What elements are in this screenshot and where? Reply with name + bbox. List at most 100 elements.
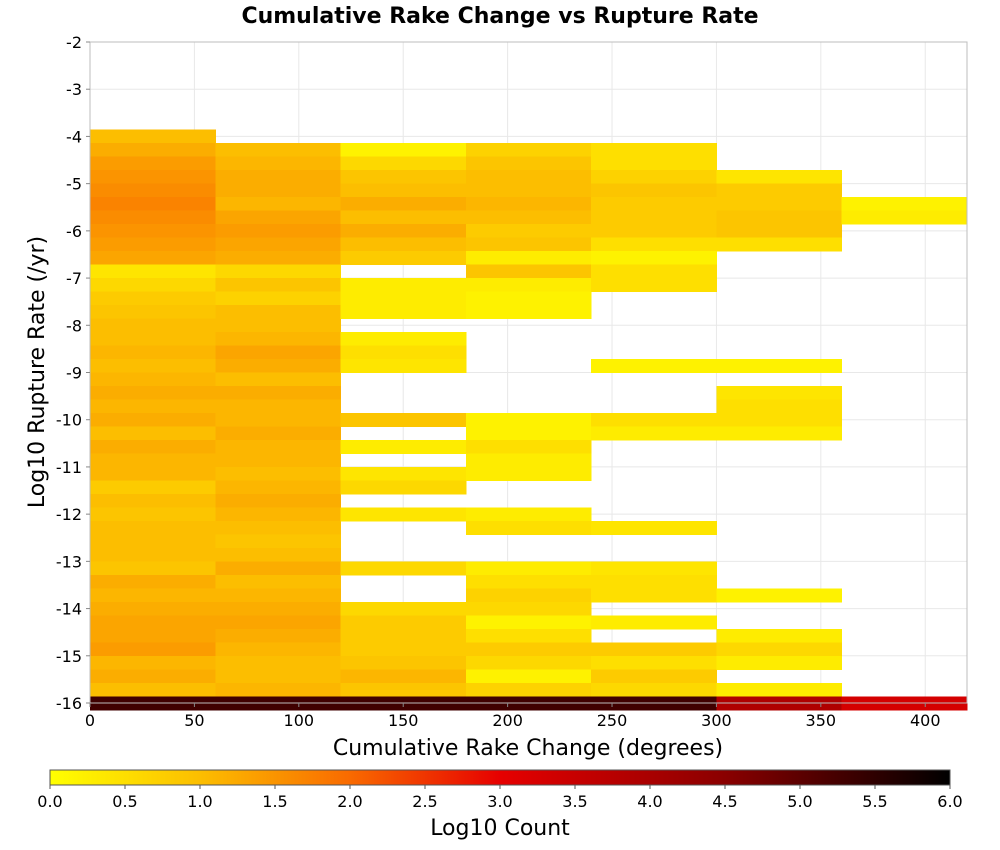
- heatmap-cell: [215, 170, 342, 185]
- heatmap-cell: [340, 345, 467, 360]
- heatmap-cell: [90, 574, 216, 589]
- heatmap-cell: [340, 669, 467, 684]
- heatmap-cell: [465, 426, 592, 441]
- heatmap-cell: [215, 520, 342, 535]
- heatmap-cell: [591, 183, 717, 198]
- heatmap-cell: [465, 507, 592, 522]
- y-tick-label: -11: [56, 458, 82, 477]
- heatmap-cell: [591, 588, 717, 603]
- heatmap-cell: [90, 547, 216, 562]
- heatmap-cell: [215, 588, 342, 603]
- heatmap-cell: [465, 224, 592, 239]
- heatmap-cell: [215, 318, 342, 333]
- y-axis-label: Log10 Rupture Rate (/yr): [25, 236, 50, 508]
- colorbar-tick-label: 5.5: [862, 792, 887, 811]
- heatmap-cell: [215, 278, 342, 293]
- heatmap-cell: [90, 507, 216, 522]
- heatmap-cell: [215, 372, 342, 387]
- heatmap-cell: [90, 561, 216, 576]
- heatmap-cell: [465, 466, 592, 481]
- x-tick-label: 200: [492, 711, 523, 730]
- heatmap-cell: [90, 601, 216, 616]
- y-tick-label: -12: [56, 505, 82, 524]
- colorbar-tick-label: 0.0: [37, 792, 62, 811]
- heatmap-cell: [340, 480, 467, 495]
- heatmap-cell: [340, 466, 467, 481]
- heatmap-cells: [90, 129, 968, 711]
- heatmap-cell: [90, 520, 216, 535]
- heatmap-cell: [90, 642, 216, 657]
- heatmap-cell: [591, 210, 717, 225]
- y-tick-label: -9: [66, 364, 82, 383]
- heatmap-cell: [591, 574, 717, 589]
- colorbar-tick-label: 4.5: [712, 792, 737, 811]
- heatmap-cell: [465, 170, 592, 185]
- y-tick-label: -15: [56, 647, 82, 666]
- heatmap-cell: [90, 412, 216, 427]
- heatmap-cell: [465, 251, 592, 266]
- heatmap-cell: [90, 359, 216, 373]
- heatmap-cell: [465, 197, 592, 212]
- heatmap-cell: [215, 561, 342, 576]
- heatmap-cell: [215, 210, 342, 225]
- heatmap-cell: [591, 412, 717, 427]
- heatmap-cell: [90, 156, 216, 171]
- heatmap-cell: [465, 210, 592, 225]
- heatmap-cell: [90, 224, 216, 239]
- x-tick-label: 100: [284, 711, 315, 730]
- heatmap-cell: [340, 561, 467, 576]
- heatmap-cell: [340, 682, 467, 697]
- heatmap-cell: [716, 224, 843, 239]
- heatmap-cell: [90, 480, 216, 495]
- heatmap-cell: [215, 453, 342, 468]
- colorbar-tick-label: 2.5: [412, 792, 437, 811]
- colorbar-tick-label: 2.0: [337, 792, 362, 811]
- colorbar-tick-label: 6.0: [937, 792, 962, 811]
- heatmap-cell: [591, 237, 717, 252]
- chart-title: Cumulative Rake Change vs Rupture Rate: [241, 4, 758, 29]
- heatmap-cell: [465, 439, 592, 454]
- heatmap-cell: [215, 439, 342, 454]
- heatmap-cell: [591, 156, 717, 171]
- x-tick-label: 50: [184, 711, 204, 730]
- heatmap-cell: [340, 615, 467, 630]
- heatmap-cell: [215, 143, 342, 158]
- heatmap-cell: [215, 251, 342, 266]
- heatmap-cell: [215, 197, 342, 212]
- heatmap-cell: [90, 318, 216, 333]
- heatmap-cell: [716, 237, 843, 252]
- heatmap-cell: [465, 278, 592, 293]
- heatmap-cell: [465, 143, 592, 158]
- heatmap-cell: [591, 143, 717, 158]
- x-tick-label: 250: [597, 711, 628, 730]
- heatmap-cell: [90, 669, 216, 684]
- heatmap-cell: [716, 588, 843, 603]
- heatmap-cell: [716, 426, 843, 441]
- x-tick-label: 0: [85, 711, 95, 730]
- colorbar-tick-label: 3.0: [487, 792, 512, 811]
- heatmap-cell: [716, 210, 843, 225]
- heatmap-cell: [591, 642, 717, 657]
- y-tick-label: -14: [56, 600, 82, 619]
- heatmap-cell: [465, 264, 592, 279]
- heatmap-cell: [90, 170, 216, 185]
- heatmap-cell: [465, 588, 592, 603]
- heatmap-cell: [340, 628, 467, 643]
- colorbar-ticks: 0.0 0.5 1.0 1.5 2.0 2.5 3.0 3.5 4.0 4.5 5.0 5.5 6.0: [37, 785, 963, 811]
- heatmap-cell: [90, 588, 216, 603]
- heatmap-cell: [90, 251, 216, 266]
- heatmap-cell: [215, 574, 342, 589]
- heatmap-cell: [90, 278, 216, 293]
- heatmap-cell: [215, 426, 342, 441]
- heatmap-cell: [90, 386, 216, 400]
- heatmap-cell: [215, 332, 342, 347]
- heatmap-cell: [716, 386, 843, 400]
- heatmap-cell: [340, 642, 467, 657]
- heatmap-cell: [90, 372, 216, 387]
- heatmap-cell: [465, 561, 592, 576]
- heatmap-cell: [90, 439, 216, 454]
- heatmap-cell: [716, 412, 843, 427]
- y-tick-label: -3: [66, 80, 82, 99]
- heatmap-cell: [340, 291, 467, 306]
